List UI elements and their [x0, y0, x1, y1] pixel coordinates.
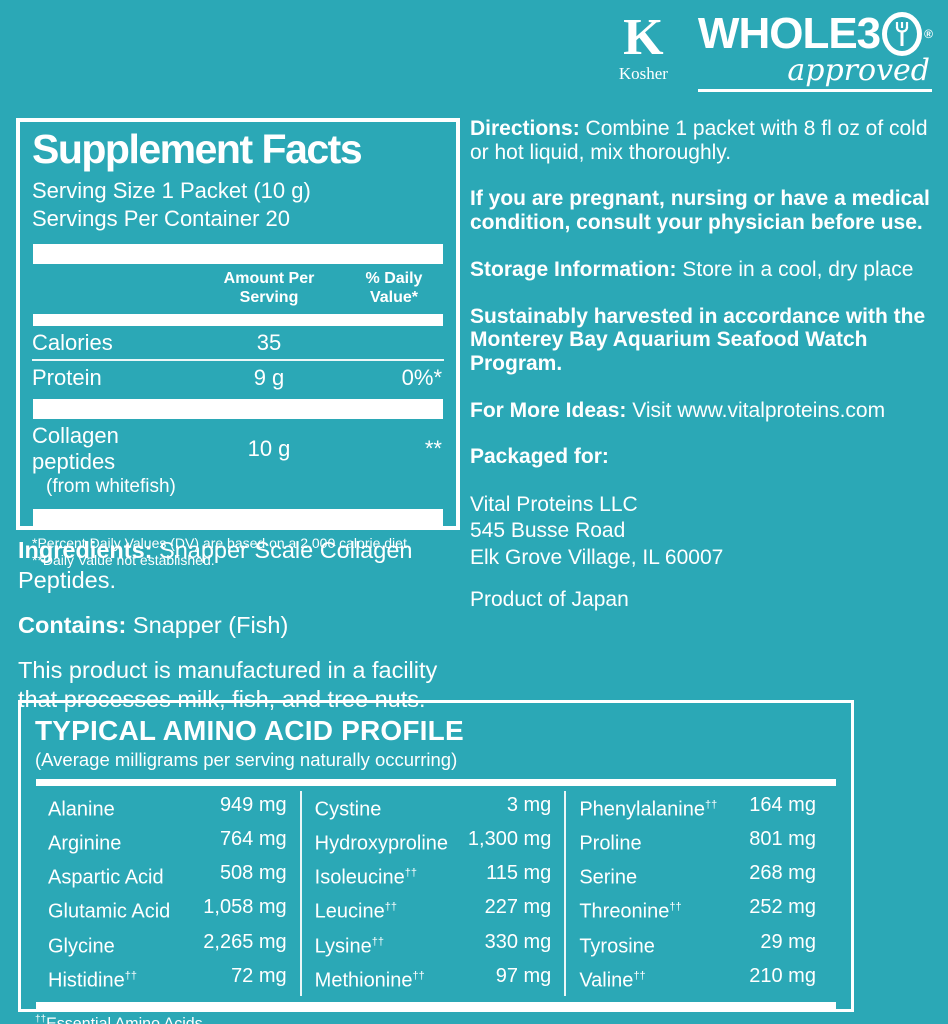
directions-label: Directions:: [470, 117, 580, 140]
nutrient-dv: **: [424, 436, 442, 462]
servings-per-container: Servings Per Container 20: [32, 206, 291, 232]
directions-text: Directions: Combine 1 packet with 8 fl o…: [470, 117, 928, 164]
amino-acid-profile-panel: TYPICAL AMINO ACID PROFILE (Average mill…: [18, 700, 854, 1024]
facts-row-calories: Calories 35: [32, 326, 444, 362]
nutrient-amount: 35: [256, 330, 282, 356]
whole30-text: WHOLE3: [697, 9, 881, 58]
amino-row: Threonine†† 252 mg: [579, 896, 816, 924]
amino-column-3: Phenylalanine†† 164 mg Proline 801 mg Seri…: [564, 791, 829, 996]
separator-bar: [33, 399, 443, 420]
separator-bar: [36, 1001, 836, 1009]
company-address: Vital Proteins LLC 545 Busse Road Elk Gr…: [470, 492, 940, 571]
amino-row: Cystine 3 mg: [314, 794, 552, 821]
separator-bar: [33, 244, 443, 265]
supplement-facts-title: Supplement Facts: [32, 126, 363, 172]
amino-row: Tyrosine 29 mg: [579, 930, 816, 958]
nutrient-amount: 9 g: [253, 365, 285, 391]
amino-row: Serine 268 mg: [579, 862, 816, 889]
directions-section: Directions: Combine 1 packet with 8 fl o…: [470, 117, 940, 635]
kosher-logo: K Kosher: [619, 12, 668, 84]
more-ideas-label: For More Ideas:: [470, 398, 627, 422]
collagen-source: (from whitefish): [46, 476, 176, 498]
nutrient-dv: 0%*: [401, 365, 442, 391]
supplement-facts-panel: Supplement Facts Serving Size 1 Packet (…: [16, 118, 460, 568]
facts-row-protein: Protein 9 g 0%*: [32, 361, 444, 394]
separator-bar: [36, 779, 836, 786]
address-line-1: 545 Busse Road: [470, 519, 626, 543]
amino-row: Arginine 764 mg: [48, 828, 287, 855]
nutrient-amount: 10 g: [247, 436, 291, 462]
amount-per-serving-header: Amount Per Serving: [223, 270, 315, 306]
facts-row-collagen: Collagen peptides 10 g **: [32, 419, 444, 478]
amino-row: Leucine†† 227 mg: [314, 896, 552, 924]
amino-row: Glycine 2,265 mg: [48, 930, 287, 958]
packaged-for-label: Packaged for:: [470, 445, 609, 469]
nutrient-name: Collagen peptides: [32, 423, 119, 475]
amino-row: Valine†† 210 mg: [579, 964, 816, 992]
ingredients-label: Ingredients:: [18, 537, 153, 563]
whole30-approved-logo: WHOLE3 ® approved: [697, 9, 933, 92]
amino-profile-subtitle: (Average milligrams per serving naturall…: [35, 749, 458, 770]
certification-logos: K Kosher WHOLE3 ® approved: [619, 9, 933, 92]
amino-column-1: Alanine 949 mg Arginine 764 mg Aspartic Ac…: [35, 791, 300, 996]
whole30-approved-text: approved: [697, 56, 932, 92]
contains-label: Contains:: [18, 611, 127, 638]
allergen-notice: This product is manufactured in a facili…: [18, 656, 438, 713]
amino-row: Histidine†† 72 mg: [48, 964, 287, 992]
sustainability-notice: Sustainably harvested in accordance with…: [470, 304, 926, 376]
amino-row: Aspartic Acid 508 mg: [48, 862, 287, 889]
separator-bar: [33, 509, 443, 530]
address-line-2: Elk Grove Village, IL 60007: [470, 545, 724, 569]
amino-row: Hydroxyproline 1,300 mg: [314, 828, 552, 855]
ingredients-text: Ingredients: Snapper Scale Collagen Pept…: [18, 537, 413, 593]
country-of-origin: Product of Japan: [470, 587, 629, 611]
pregnancy-warning: If you are pregnant, nursing or have a m…: [470, 187, 930, 235]
storage-information: Storage Information: Store in a cool, dr…: [470, 257, 914, 281]
kosher-label: Kosher: [618, 64, 668, 83]
amino-row: Proline 801 mg: [579, 828, 816, 855]
amino-row: Isoleucine†† 115 mg: [314, 862, 552, 889]
whole30-wordmark: WHOLE3 ®: [697, 9, 933, 58]
contains-text: Contains: Snapper (Fish): [18, 611, 289, 638]
kosher-k-icon: K: [623, 9, 664, 66]
amino-row: Alanine 949 mg: [48, 794, 287, 821]
amino-row: Glutamic Acid 1,058 mg: [48, 896, 287, 924]
amino-row: Phenylalanine†† 164 mg: [579, 794, 816, 821]
ingredients-section: Ingredients: Snapper Scale Collagen Pept…: [18, 536, 470, 730]
storage-label: Storage Information:: [470, 257, 677, 281]
amino-acid-table: Alanine 949 mg Arginine 764 mg Aspartic Ac…: [35, 786, 837, 1002]
separator-bar: [33, 314, 443, 327]
company-name: Vital Proteins LLC: [470, 493, 638, 517]
amino-row: Methionine†† 97 mg: [314, 964, 552, 992]
nutrient-name: Calories: [32, 330, 113, 356]
nutrient-name: Protein: [32, 365, 102, 391]
website-url: Visit www.vitalproteins.com: [626, 398, 886, 422]
registered-trademark-icon: ®: [924, 27, 933, 41]
whole30-zero-fork-icon: [882, 12, 923, 56]
more-ideas: For More Ideas: Visit www.vitalproteins.…: [470, 399, 940, 423]
dv-footnote: *Percent Daily Values (DV) are based on …: [32, 535, 407, 568]
daily-value-header: % Daily Value*: [365, 270, 423, 306]
amino-column-2: Cystine 3 mg Hydroxyproline 1,300 mg Isole…: [299, 791, 565, 996]
facts-header-row: Amount Per Serving % Daily Value*: [32, 264, 444, 309]
amino-row: Lysine†† 330 mg: [314, 930, 552, 958]
essential-amino-footnote: ††Essential Amino Acids: [35, 1013, 203, 1024]
serving-size: Serving Size 1 Packet (10 g): [32, 178, 311, 204]
amino-profile-title: TYPICAL AMINO ACID PROFILE: [35, 715, 464, 746]
